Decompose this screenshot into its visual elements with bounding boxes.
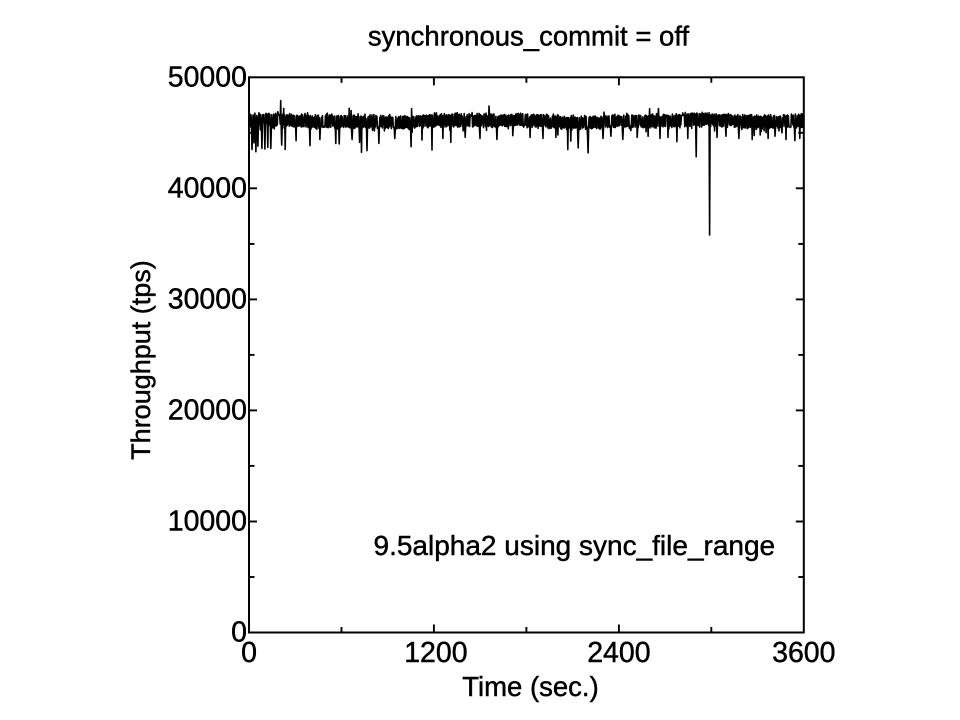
svg-text:1200: 1200 [404,637,467,669]
svg-text:0: 0 [241,637,257,669]
svg-text:50000: 50000 [168,61,247,93]
svg-text:synchronous_commit = off: synchronous_commit = off [368,21,690,52]
svg-text:30000: 30000 [168,283,247,315]
svg-text:20000: 20000 [168,394,247,426]
svg-text:2400: 2400 [587,637,650,669]
svg-text:Time (sec.): Time (sec.) [462,671,598,702]
svg-text:9.5alpha2 using sync_file_rang: 9.5alpha2 using sync_file_range [374,530,776,561]
svg-text:10000: 10000 [168,506,247,538]
svg-text:40000: 40000 [168,172,247,204]
svg-text:3600: 3600 [772,637,835,669]
svg-text:0: 0 [231,617,247,649]
svg-text:Throughput (tps): Throughput (tps) [126,260,156,460]
